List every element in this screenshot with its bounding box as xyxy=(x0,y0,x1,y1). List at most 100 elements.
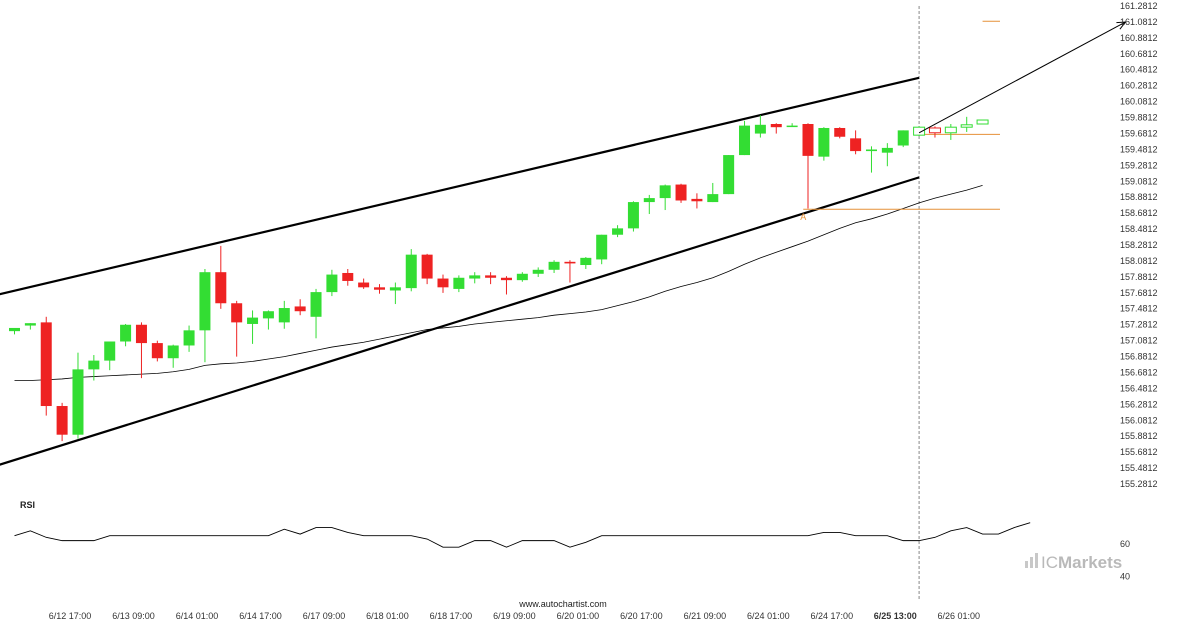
y-tick-label: 159.8812 xyxy=(1120,113,1158,123)
y-tick-label: 160.8812 xyxy=(1120,33,1158,43)
moving-average-layer xyxy=(14,184,983,381)
candle-body xyxy=(659,185,671,199)
source-url[interactable]: www.autochartist.com xyxy=(518,599,607,609)
candle xyxy=(960,116,973,132)
candle-body xyxy=(960,124,973,128)
y-tick-label: 158.4812 xyxy=(1120,224,1158,234)
candle xyxy=(247,310,259,344)
y-tick-label: 155.6812 xyxy=(1120,447,1158,457)
candle-body xyxy=(215,272,227,304)
y-tick-label: 159.6812 xyxy=(1120,128,1158,138)
candle xyxy=(294,299,306,316)
candle-body xyxy=(516,273,528,281)
brand-logo: ICMarkets xyxy=(1025,553,1122,572)
candle xyxy=(88,355,100,381)
y-tick-label: 161.2812 xyxy=(1120,1,1158,11)
candle-body xyxy=(278,308,290,323)
forecast-arrow-layer xyxy=(918,21,1127,134)
candle-body xyxy=(199,272,211,331)
y-tick-label: 160.2812 xyxy=(1120,81,1158,91)
candle xyxy=(500,276,512,295)
candle xyxy=(850,130,862,155)
candle xyxy=(834,127,846,139)
candle-body xyxy=(612,228,624,235)
y-tick-label: 157.2812 xyxy=(1120,320,1158,330)
candle xyxy=(659,184,671,211)
candle-body xyxy=(374,287,386,290)
candle-body xyxy=(167,345,179,359)
x-tick-label: 6/26 01:00 xyxy=(937,611,980,621)
candle xyxy=(913,126,926,136)
y-tick-label: 160.4812 xyxy=(1120,65,1158,75)
candle xyxy=(580,257,592,269)
candle xyxy=(897,130,909,148)
x-tick-label: 6/14 17:00 xyxy=(239,611,282,621)
candle xyxy=(104,341,116,371)
candle xyxy=(548,260,560,273)
candle xyxy=(453,275,465,293)
candle-body xyxy=(928,127,941,134)
candle-body xyxy=(723,155,735,195)
candle xyxy=(405,249,417,292)
candle-body xyxy=(135,324,147,344)
candle-body xyxy=(596,234,608,260)
candle-body xyxy=(358,282,370,288)
candle-body xyxy=(231,303,243,323)
y-tick-label: 155.4812 xyxy=(1120,463,1158,473)
candle-body xyxy=(389,287,401,291)
candle xyxy=(135,322,147,379)
channel-lower-line xyxy=(0,176,920,466)
candle-body xyxy=(564,261,576,264)
x-tick-label: 6/14 01:00 xyxy=(176,611,219,621)
y-tick-label: 159.4812 xyxy=(1120,144,1158,154)
y-tick-label: 156.6812 xyxy=(1120,367,1158,377)
candle-body xyxy=(548,261,560,270)
candle xyxy=(928,126,941,138)
y-tick-label: 156.4812 xyxy=(1120,383,1158,393)
candle-body xyxy=(88,360,100,370)
y-tick-label: 157.0812 xyxy=(1120,336,1158,346)
candle-body xyxy=(754,124,766,134)
x-axis: 6/12 17:00 6/13 09:00 6/14 01:00 6/14 17:00… xyxy=(49,611,980,621)
y-tick-label: 158.8812 xyxy=(1120,192,1158,202)
candle xyxy=(707,182,719,203)
candle xyxy=(739,120,751,156)
rsi-panel: RSI 60 40 xyxy=(14,500,1130,582)
y-tick-label: 157.4812 xyxy=(1120,304,1158,314)
x-tick-label: 6/21 09:00 xyxy=(684,611,727,621)
candle xyxy=(723,155,735,195)
candle-body xyxy=(643,198,655,203)
candle xyxy=(231,300,243,357)
y-tick-label: 156.0812 xyxy=(1120,415,1158,425)
candle xyxy=(389,282,401,305)
candle xyxy=(976,119,989,125)
candle xyxy=(469,272,481,284)
candle xyxy=(326,269,338,297)
candle xyxy=(516,272,528,282)
candle xyxy=(944,124,957,140)
candle xyxy=(120,323,132,347)
y-tick-label: 155.2812 xyxy=(1120,479,1158,489)
candle-body xyxy=(897,130,909,146)
candle-body xyxy=(865,149,877,152)
x-tick-label: 6/18 17:00 xyxy=(430,611,473,621)
candle-body xyxy=(675,184,687,201)
y-tick-label: 157.6812 xyxy=(1120,288,1158,298)
x-tick-label: 6/18 01:00 xyxy=(366,611,409,621)
candle-body xyxy=(786,125,798,128)
forecast-arrow-head xyxy=(1116,21,1127,30)
rsi-tick-label: 40 xyxy=(1120,572,1130,582)
candle-body xyxy=(40,322,52,407)
y-tick-label: 160.0812 xyxy=(1120,97,1158,107)
candle-body xyxy=(818,127,830,157)
level-layer: A xyxy=(800,20,1000,222)
projection-layer xyxy=(913,116,989,140)
candle-body xyxy=(56,406,68,435)
rsi-line xyxy=(14,522,1031,548)
y-tick-label: 158.6812 xyxy=(1120,208,1158,218)
candle xyxy=(183,325,195,352)
x-tick-label: 6/24 01:00 xyxy=(747,611,790,621)
candle xyxy=(802,123,814,209)
candle xyxy=(278,300,290,329)
